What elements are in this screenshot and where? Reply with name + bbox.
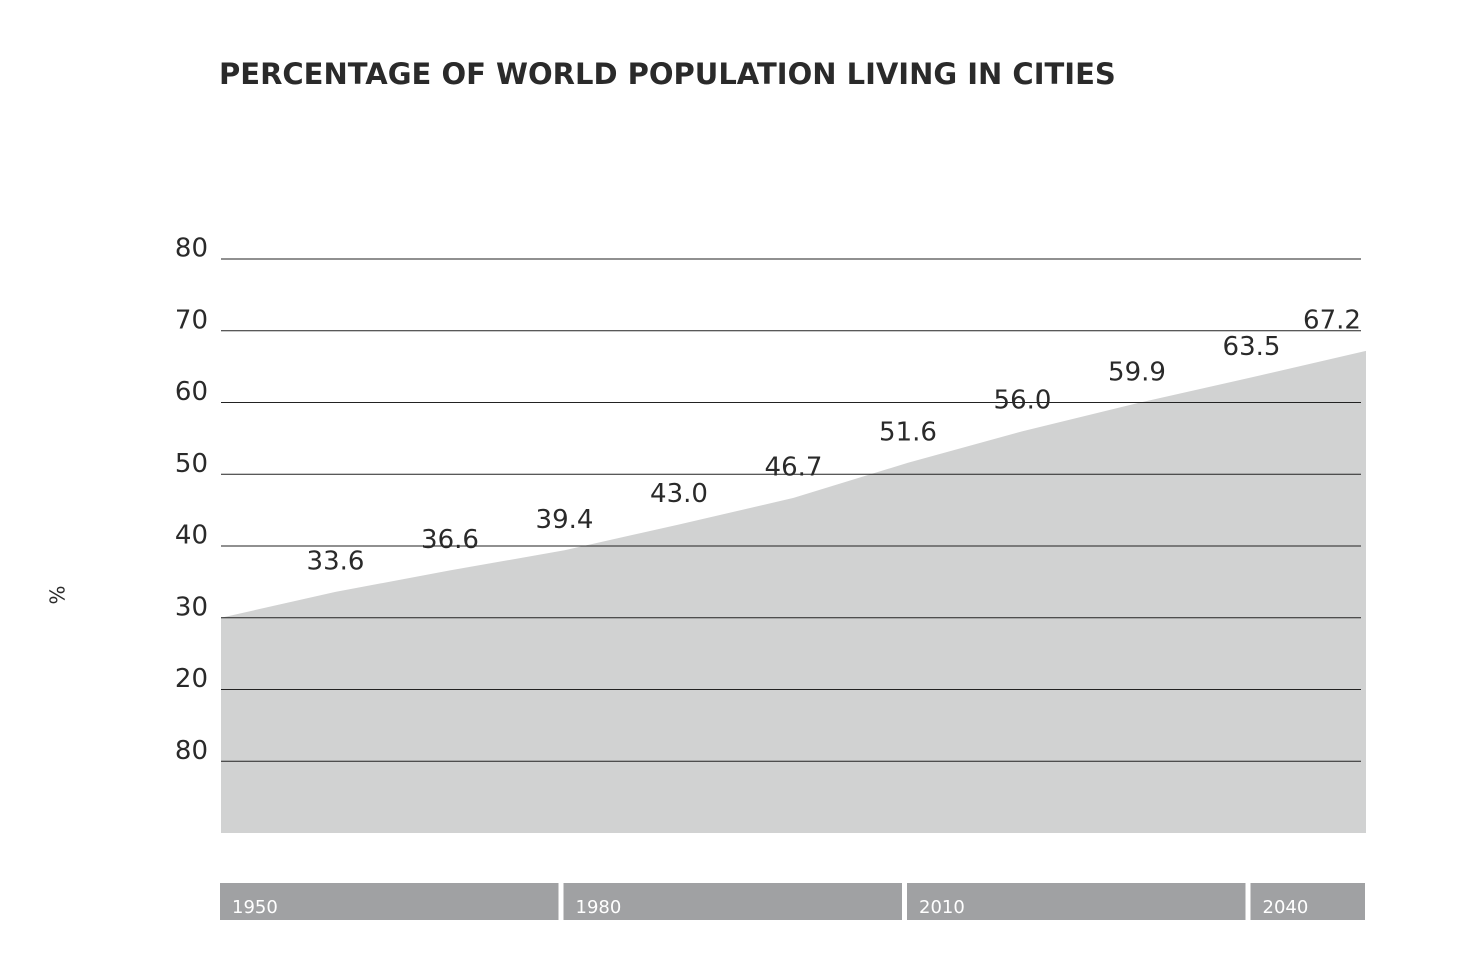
data-label: 39.4	[536, 505, 594, 535]
y-tick-label: 30	[175, 592, 208, 622]
y-tick-label: 40	[175, 521, 208, 551]
y-axis-label: %	[45, 585, 69, 604]
x-tick-label: 1980	[576, 897, 622, 918]
data-label: 46.7	[765, 452, 823, 482]
x-band	[907, 883, 1246, 920]
y-tick-label: 80	[175, 736, 208, 766]
x-band	[1250, 883, 1365, 920]
data-label: 43.0	[650, 479, 708, 509]
y-tick-label: 50	[175, 449, 208, 479]
data-label: 63.5	[1223, 332, 1281, 362]
data-label: 51.6	[879, 417, 937, 447]
y-tick-label: 60	[175, 377, 208, 407]
x-tick-label: 2040	[1263, 897, 1309, 918]
y-tick-label: 20	[175, 664, 208, 694]
data-label: 33.6	[307, 546, 365, 576]
data-label: 36.6	[421, 525, 479, 555]
chart-title: PERCENTAGE OF WORLD POPULATION LIVING IN…	[219, 57, 1116, 91]
x-band	[563, 883, 902, 920]
x-band	[220, 883, 559, 920]
x-tick-label: 2010	[919, 897, 965, 918]
x-tick-label: 1950	[232, 897, 278, 918]
y-tick-label: 80	[175, 234, 208, 264]
data-label: 67.2	[1303, 305, 1361, 335]
area	[221, 350, 1366, 833]
data-label: 59.9	[1108, 358, 1166, 388]
y-tick-label: 70	[175, 305, 208, 335]
data-label: 56.0	[994, 386, 1052, 416]
